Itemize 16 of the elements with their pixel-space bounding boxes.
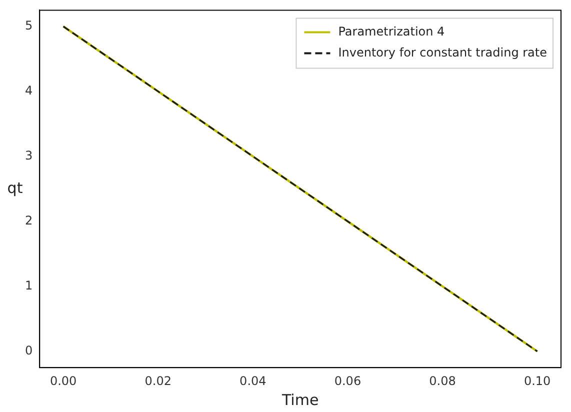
y-axis-title: qt (7, 178, 23, 197)
legend-label: Inventory for constant trading rate (338, 45, 547, 60)
x-axis-title: Time (280, 390, 319, 409)
y-tick-label: 5 (24, 18, 33, 33)
x-tick-label: 0.10 (524, 374, 551, 388)
y-tick-label: 2 (24, 214, 33, 228)
x-tick-label: 0.00 (50, 374, 77, 388)
y-tick-label: 1 (24, 278, 33, 292)
legend-label: Parametrization 4 (338, 24, 445, 38)
x-tick-label: 0.02 (144, 374, 172, 388)
x-tick-label: 0.04 (240, 374, 266, 388)
x-tick-label: 0.08 (429, 374, 456, 388)
y-tick-label: 3 (24, 148, 33, 163)
x-tick-label: 0.06 (334, 374, 362, 388)
y-tick-label: 4 (24, 84, 33, 98)
y-tick-label: 0 (24, 343, 33, 358)
